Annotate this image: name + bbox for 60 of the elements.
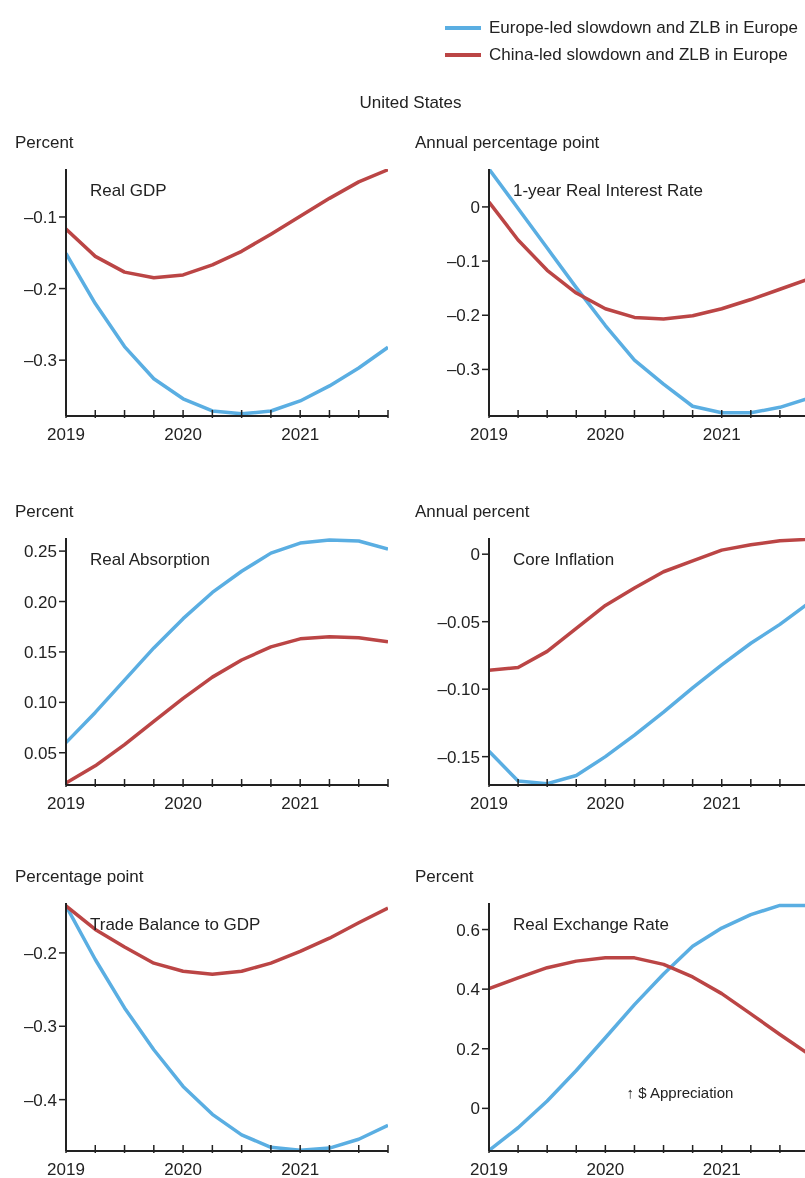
x-tick-label: 2020 [586,794,625,813]
y-tick-label: 0.6 [456,920,480,940]
annotation: ↑ $ Appreciation [626,1084,734,1102]
x-tick-label: 2020 [164,1160,202,1178]
y-axis-title: Percent [415,867,474,887]
legend-label: Europe-led slowdown and ZLB in Europe [488,17,798,38]
y-tick-label: –0.2 [23,279,57,299]
x-tick-label: 2019 [47,425,85,444]
x-tick-label: 2020 [586,425,625,444]
x-tick-label: 2021 [702,1160,741,1178]
y-tick-label: –0.2 [23,943,57,963]
x-tick-label: 2021 [281,1160,320,1178]
x-tick-label: 2021 [281,425,320,444]
y-tick-label: –0.3 [23,351,57,371]
x-tick-label: 2020 [164,425,202,444]
line-series [66,169,388,280]
text: Trade Balance to GDP [90,915,261,935]
y-tick-label: –0.2 [446,306,480,326]
y-tick-label: –0.10 [437,680,480,700]
y-tick-label: 0.05 [23,743,57,763]
legend-label: China-led slowdown and ZLB in Europe [488,44,788,65]
y-tick-label: 0 [470,545,480,565]
x-tick-label: 2021 [702,425,741,444]
x-tick-label: 2021 [281,794,320,813]
y-tick-label: 0.25 [23,542,57,562]
text: United States [358,93,463,113]
text: Core Inflation [513,550,615,570]
y-axis-title: Annual percent [415,502,530,522]
line-series [66,904,388,976]
x-tick-label: 2019 [470,1160,508,1178]
y-tick-label: –0.3 [23,1017,57,1037]
text: Real Exchange Rate [513,915,669,935]
x-tick-label: 2019 [47,1160,85,1178]
y-tick-label: –0.1 [23,208,57,227]
y-tick-label: 0.10 [23,693,57,713]
text: 1-year Real Interest Rate [513,181,703,201]
y-tick-label: 0.4 [456,980,480,1000]
y-tick-label: –0.05 [437,612,480,632]
y-axis-title: Annual percentage point [415,133,600,153]
y-tick-label: 0.15 [23,642,57,662]
y-axis-title: Percent [15,502,74,522]
x-tick-label: 2019 [470,794,508,813]
x-tick-label: 2019 [47,794,85,813]
text: Real GDP [90,181,167,201]
y-tick-label: –0.4 [23,1090,57,1110]
y-axis-title: Percentage point [15,867,144,887]
x-tick-label: 2020 [164,794,202,813]
y-tick-label: 0.20 [23,592,57,612]
y-tick-label: 0 [470,1099,480,1119]
x-tick-label: 2020 [586,1160,625,1178]
y-tick-label: 0 [470,197,480,217]
line-series [66,538,388,745]
x-tick-label: 2019 [470,425,508,444]
y-tick-label: –0.1 [446,252,480,272]
y-tick-label: –0.15 [437,747,480,767]
y-axis-title: Percent [15,133,74,153]
x-tick-label: 2021 [702,794,741,813]
y-tick-label: –0.3 [446,360,480,380]
text: Real Absorption [90,550,211,570]
y-tick-label: 0.2 [456,1039,480,1059]
